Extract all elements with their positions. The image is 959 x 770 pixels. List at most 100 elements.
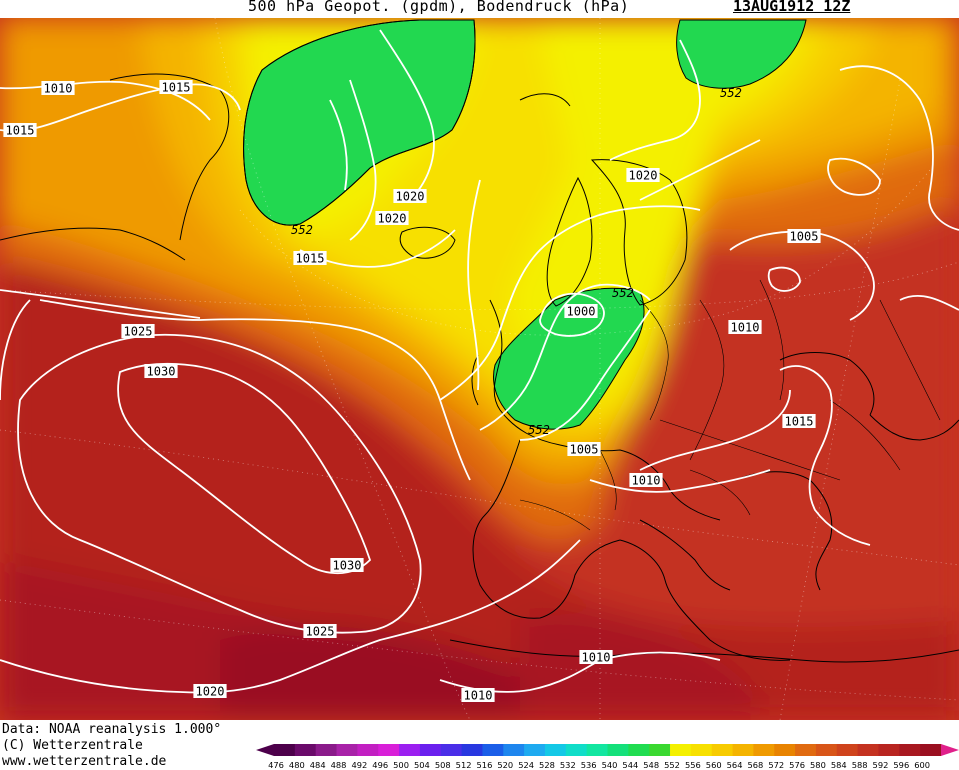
isobar-label-1020-scandinavia: 1020	[626, 168, 660, 183]
isobar-label-1010-alps: 1010	[629, 473, 663, 488]
isobar-label-1000-baltic: 1000	[564, 304, 598, 319]
scale-tick-label: 484	[310, 760, 326, 770]
scale-tick-label: 572	[768, 760, 784, 770]
svg-text:1015: 1015	[785, 415, 814, 429]
geopotential-label-552-arctic: 552	[720, 86, 742, 100]
svg-text:1015: 1015	[296, 252, 325, 266]
isobar-label-1010-nw: 1010	[41, 81, 75, 96]
map-datetime: 13AUG1912 12Z	[733, 0, 851, 15]
svg-text:1030: 1030	[333, 559, 362, 573]
scale-tick-label: 600	[914, 760, 930, 770]
scale-tick-label: 568	[747, 760, 763, 770]
weather-map: 1010 1015 1015 1020 1020 1015 1025 1030 1030 1025…	[0, 18, 959, 720]
scale-tick-label: 596	[893, 760, 909, 770]
scale-swatch	[774, 744, 796, 756]
svg-text:1010: 1010	[731, 321, 760, 335]
scale-swatch	[649, 744, 671, 756]
coastlines	[0, 19, 959, 663]
isobar-label-1030-atlantic-n: 1030	[144, 364, 178, 379]
scale-tick-label: 544	[622, 760, 638, 770]
scale-swatch	[857, 744, 879, 756]
country-borders	[519, 279, 941, 531]
data-source-credit: Data: NOAA reanalysis 1.000°	[2, 722, 222, 737]
scale-tick-label: 532	[560, 760, 576, 770]
svg-text:1005: 1005	[570, 443, 599, 457]
svg-text:1010: 1010	[632, 474, 661, 488]
color-scale-legend: 476 480 484 488 492 496 500 504 508 512 516 520 524 5…	[256, 744, 959, 770]
isobar-label-1015-balkan: 1015	[782, 414, 816, 429]
geopotential-label-552-north-sea: 552	[528, 423, 550, 437]
svg-text:1005: 1005	[790, 230, 819, 244]
scale-tick-label: 540	[602, 760, 618, 770]
scale-swatch	[274, 744, 296, 756]
scale-tick-label: 476	[268, 760, 284, 770]
geopotential-label-552-baltic: 552	[612, 286, 634, 300]
svg-text:1010: 1010	[582, 651, 611, 665]
scale-tick-label: 512	[456, 760, 472, 770]
isobar-label-1020-iceland-b: 1020	[375, 211, 409, 226]
scale-swatch	[711, 744, 733, 756]
scale-tick-label: 560	[706, 760, 722, 770]
scale-tick-label: 528	[539, 760, 555, 770]
scale-swatch	[628, 744, 650, 756]
svg-text:1020: 1020	[196, 685, 225, 699]
scale-tick-label: 492	[351, 760, 367, 770]
geopotential-label-552-greenland: 552	[291, 223, 313, 237]
isobar-label-1015-iceland-s: 1015	[293, 251, 327, 266]
isobar-label-1010-africa: 1010	[461, 688, 495, 703]
isobar-label-1005-denmark: 1005	[567, 442, 601, 457]
scale-swatch	[399, 744, 421, 756]
scale-tick-label: 480	[289, 760, 305, 770]
scale-swatch	[336, 744, 358, 756]
scale-swatch	[524, 744, 546, 756]
isobar-label-1020-atlantic-s: 1020	[193, 684, 227, 699]
scale-tick-label: 548	[643, 760, 659, 770]
isobar-labels: 1010 1015 1015 1020 1020 1015 1025 1030 1030 1025…	[3, 80, 821, 703]
scale-swatch	[440, 744, 462, 756]
scale-swatch	[419, 744, 442, 756]
scale-swatch	[586, 744, 608, 756]
scale-tick-label: 556	[685, 760, 701, 770]
scale-swatch	[670, 744, 692, 756]
scale-swatch	[294, 744, 317, 756]
scale-swatch	[315, 744, 337, 756]
scale-swatch	[461, 744, 483, 756]
svg-text:1020: 1020	[629, 169, 658, 183]
scale-swatch	[503, 744, 525, 756]
geopotential-labels: 552 552 552 552	[291, 86, 742, 437]
copyright-credit: (C) Wetterzentrale	[2, 738, 143, 753]
isobar-label-1030-atlantic-s: 1030	[330, 558, 364, 573]
scale-tick-label: 588	[852, 760, 868, 770]
scale-tick-label: 520	[497, 760, 513, 770]
scale-tick-label: 584	[831, 760, 847, 770]
svg-text:1030: 1030	[147, 365, 176, 379]
scale-tick-label: 580	[810, 760, 826, 770]
scale-tick-label: 516	[477, 760, 493, 770]
scale-arrow-low	[256, 744, 274, 756]
isobar-label-1010-italy: 1010	[579, 650, 613, 665]
scale-tick-label: 496	[372, 760, 388, 770]
scale-swatch	[815, 744, 838, 756]
scale-swatch	[690, 744, 713, 756]
scale-tick-label: 500	[393, 760, 409, 770]
scale-tick-label: 576	[789, 760, 805, 770]
scale-swatch	[732, 744, 754, 756]
scale-swatch	[565, 744, 588, 756]
scale-swatch	[544, 744, 567, 756]
scale-tick-label: 552	[664, 760, 680, 770]
scale-tick-label: 524	[518, 760, 534, 770]
scale-swatch	[357, 744, 379, 756]
svg-text:1025: 1025	[124, 325, 153, 339]
scale-tick-label: 592	[873, 760, 889, 770]
svg-text:1015: 1015	[6, 124, 35, 138]
scale-swatch	[378, 744, 400, 756]
map-title: 500 hPa Geopot. (gpdm), Bodendruck (hPa)	[248, 0, 630, 15]
svg-text:1000: 1000	[567, 305, 596, 319]
isobar-label-1005-russia: 1005	[787, 229, 821, 244]
geopotential-shading	[0, 18, 959, 720]
isobar-label-1025-atlantic-s: 1025	[303, 624, 337, 639]
scale-swatch	[607, 744, 629, 756]
geopotential-552-arctic	[676, 19, 807, 89]
scale-tick-label: 504	[414, 760, 430, 770]
scale-arrow-high	[941, 744, 959, 756]
